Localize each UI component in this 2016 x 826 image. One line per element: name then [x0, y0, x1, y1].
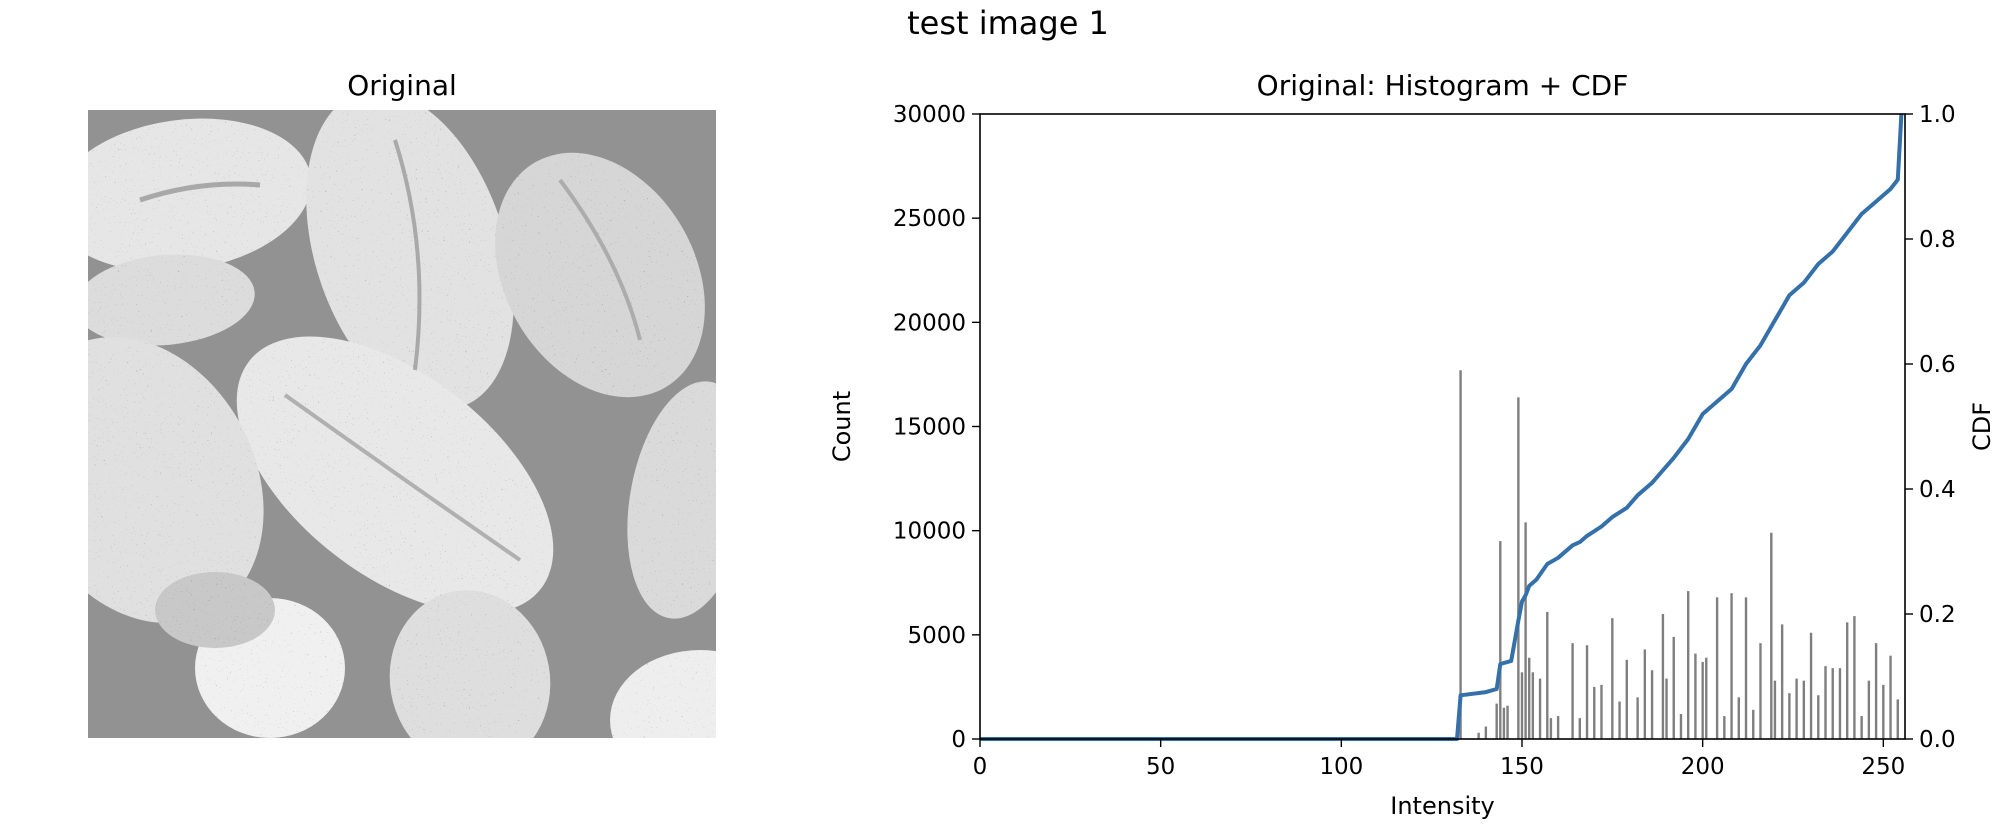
- histogram-bar: [1896, 699, 1899, 739]
- plot-frame: [979, 113, 1906, 740]
- x-tick-label: 0: [973, 754, 988, 780]
- y-tick-label: 15000: [893, 415, 966, 441]
- figure-suptitle: test image 1: [907, 4, 1109, 42]
- histogram-bar: [1687, 591, 1690, 739]
- histogram-bar: [1802, 680, 1806, 739]
- histogram-bar: [1874, 643, 1878, 739]
- histogram-bar: [1571, 643, 1574, 739]
- histogram-bar: [1502, 707, 1506, 739]
- x-tick-label: 50: [1146, 754, 1175, 780]
- histogram-bar: [1773, 680, 1777, 739]
- histogram-bar: [1625, 659, 1628, 739]
- histogram-bar: [1730, 593, 1733, 739]
- y2-tick-label: 0.8: [1919, 227, 1956, 253]
- histogram-bar: [1524, 522, 1527, 739]
- histogram-bar: [1817, 695, 1820, 739]
- histogram-bar: [1661, 614, 1665, 739]
- histogram-bar: [1585, 645, 1589, 739]
- y-tick-label: 30000: [893, 102, 966, 128]
- histogram-bar: [1506, 705, 1509, 739]
- y-axis-label: Count: [828, 391, 856, 462]
- histogram-cdf-chart: 0 50 100 150 200 250 0 5000 10000 15000 20000 25000…: [828, 69, 1996, 820]
- histogram-bar: [1867, 680, 1871, 739]
- y2-tick-label: 1.0: [1919, 102, 1956, 128]
- y2-tick-label: 0.0: [1919, 727, 1956, 753]
- histogram-bar: [1723, 716, 1726, 739]
- histogram-bar: [1549, 718, 1553, 739]
- y-tick-label: 25000: [893, 206, 966, 232]
- histogram-bar: [1809, 632, 1813, 739]
- histogram-bar: [1889, 655, 1892, 739]
- histogram-bar: [1531, 672, 1535, 739]
- x-tick-label: 200: [1681, 754, 1725, 780]
- histogram-bar: [1578, 718, 1582, 739]
- histogram-bar: [1546, 611, 1549, 739]
- x-tick-label: 100: [1319, 754, 1363, 780]
- histogram-bar: [1770, 532, 1773, 739]
- histogram-bar: [1538, 678, 1542, 739]
- left-panel-title: Original: [347, 69, 457, 102]
- histogram-bar: [1636, 697, 1639, 739]
- y2-axis-label: CDF: [1968, 402, 1996, 451]
- y-tick-label: 20000: [893, 310, 966, 336]
- histogram-bar: [1838, 668, 1842, 739]
- histogram-bar: [1795, 678, 1798, 739]
- histogram-bar: [1484, 726, 1488, 739]
- pollen-micrograph-image: [88, 110, 716, 738]
- histogram-bar: [1600, 684, 1603, 739]
- histogram-bar: [1752, 709, 1755, 739]
- histogram-bar: [1556, 716, 1560, 739]
- histogram-bar: [1744, 597, 1748, 739]
- histogram-bar: [1853, 616, 1856, 739]
- histogram-bar: [1780, 624, 1784, 739]
- histogram-bar: [1665, 678, 1668, 739]
- histogram-bar: [1824, 666, 1827, 739]
- histogram-bar: [1593, 686, 1596, 739]
- histogram-bar: [1705, 657, 1708, 739]
- histogram-bar: [1715, 597, 1719, 739]
- histogram-bar: [1831, 668, 1834, 739]
- y-tick-label: 0: [951, 727, 966, 753]
- x-tick-label: 150: [1500, 754, 1544, 780]
- histogram-bar: [1672, 636, 1675, 739]
- x-tick-label: 250: [1861, 754, 1905, 780]
- histogram-bar: [1788, 693, 1791, 739]
- x-axis-label: Intensity: [1390, 792, 1494, 820]
- y2-tick-label: 0.4: [1919, 477, 1956, 503]
- histogram-bar: [1737, 697, 1740, 739]
- histogram-bar: [1759, 643, 1762, 739]
- y2-tick-label: 0.6: [1919, 352, 1956, 378]
- histogram-bar: [1459, 370, 1462, 739]
- histogram-bar: [1499, 541, 1502, 739]
- histogram-bar: [1679, 714, 1683, 739]
- histogram-bar: [1477, 732, 1480, 739]
- chart-title: Original: Histogram + CDF: [1257, 69, 1629, 102]
- histogram-bar: [1618, 701, 1621, 739]
- cdf-line: [980, 113, 1904, 741]
- histogram-bar: [1517, 397, 1520, 739]
- y2-tick-label: 0.2: [1919, 602, 1956, 628]
- histogram-bar: [1495, 703, 1498, 739]
- histogram-bar: [1701, 661, 1704, 739]
- y-tick-label: 10000: [893, 519, 966, 545]
- histogram-bar: [1694, 653, 1697, 739]
- histogram-bar: [1643, 649, 1647, 739]
- histogram-bar: [1650, 670, 1654, 739]
- y-tick-label: 5000: [907, 623, 966, 649]
- histogram-bar: [1528, 657, 1531, 739]
- histogram-bar: [1882, 684, 1885, 739]
- histogram-bar: [1611, 618, 1614, 739]
- histogram-bar: [1860, 716, 1863, 739]
- histogram-bar: [1520, 672, 1524, 739]
- histogram-bar: [1845, 622, 1849, 739]
